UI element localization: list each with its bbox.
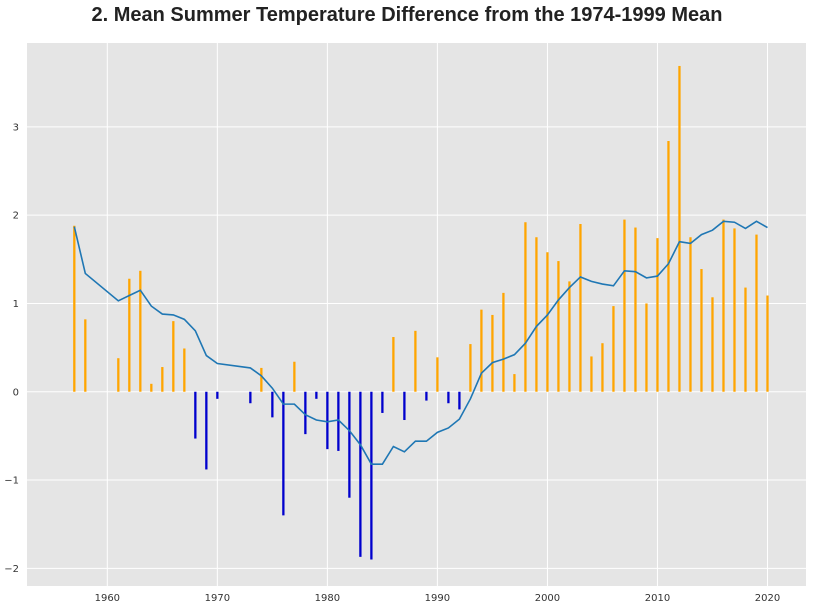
x-tick-label: 1960 bbox=[95, 593, 120, 604]
bar bbox=[414, 330, 417, 392]
bar bbox=[425, 391, 428, 401]
bar bbox=[150, 383, 153, 392]
bar bbox=[370, 391, 373, 560]
bar bbox=[216, 391, 219, 399]
x-tick-label: 2020 bbox=[755, 593, 780, 604]
bar bbox=[623, 219, 626, 392]
x-tick-label: 1970 bbox=[205, 593, 230, 604]
moving-average-line bbox=[73, 220, 768, 465]
bar bbox=[469, 344, 472, 392]
y-tick-label: −2 bbox=[4, 564, 19, 575]
bar bbox=[447, 391, 450, 404]
bar bbox=[667, 141, 670, 392]
bar bbox=[194, 391, 197, 439]
bar bbox=[315, 391, 318, 399]
bar bbox=[755, 234, 758, 392]
bar bbox=[524, 222, 527, 392]
bar bbox=[249, 391, 252, 404]
bar bbox=[304, 391, 307, 435]
bar bbox=[491, 314, 494, 392]
bar bbox=[656, 238, 659, 392]
y-tick-label: −1 bbox=[4, 476, 19, 487]
bar bbox=[733, 228, 736, 392]
bar bbox=[73, 225, 76, 392]
bar bbox=[590, 356, 593, 392]
bar bbox=[348, 391, 351, 498]
x-tick-label: 2000 bbox=[535, 593, 560, 604]
bar bbox=[84, 319, 87, 392]
bar bbox=[568, 281, 571, 392]
bar bbox=[271, 391, 274, 418]
bar bbox=[128, 278, 131, 392]
y-tick-label: 1 bbox=[13, 299, 19, 310]
bar bbox=[689, 237, 692, 392]
bar bbox=[700, 269, 703, 392]
bar bbox=[513, 374, 516, 392]
y-tick-label: 2 bbox=[13, 211, 19, 222]
chart-title: 2. Mean Summer Temperature Difference fr… bbox=[91, 4, 723, 26]
bar bbox=[535, 237, 538, 392]
bar bbox=[612, 306, 615, 392]
bar bbox=[260, 367, 263, 392]
bar bbox=[403, 391, 406, 421]
bar-series bbox=[73, 65, 769, 560]
bar bbox=[645, 303, 648, 392]
bar bbox=[293, 361, 296, 392]
bar bbox=[546, 252, 549, 392]
bar bbox=[117, 358, 120, 392]
bar bbox=[337, 391, 340, 451]
bar bbox=[766, 295, 769, 392]
x-tick-label: 1980 bbox=[315, 593, 340, 604]
bar bbox=[436, 357, 439, 392]
bar bbox=[557, 261, 560, 392]
bar bbox=[634, 227, 637, 392]
y-tick-label: 0 bbox=[13, 387, 19, 398]
bar bbox=[458, 391, 461, 410]
bar bbox=[711, 297, 714, 392]
bar bbox=[205, 391, 208, 470]
bar bbox=[282, 391, 285, 516]
bar bbox=[480, 309, 483, 392]
x-axis-ticks: 1960 1970 1980 1990 2000 2010 2020 bbox=[95, 593, 781, 604]
bar bbox=[678, 65, 681, 392]
y-axis-ticks: −2 −1 0 1 2 3 bbox=[4, 122, 19, 574]
bar bbox=[139, 270, 142, 392]
bar bbox=[326, 391, 329, 450]
bar bbox=[722, 219, 725, 392]
bar bbox=[601, 343, 604, 392]
bar bbox=[183, 348, 186, 392]
bar bbox=[359, 391, 362, 557]
bar bbox=[381, 391, 384, 413]
y-tick-label: 3 bbox=[13, 122, 19, 133]
x-tick-label: 2010 bbox=[645, 593, 670, 604]
bar bbox=[579, 224, 582, 392]
bar bbox=[161, 367, 164, 392]
plot-area bbox=[27, 43, 806, 586]
x-tick-label: 1990 bbox=[425, 593, 450, 604]
bar bbox=[744, 287, 747, 392]
bar bbox=[392, 337, 395, 392]
bar bbox=[502, 292, 505, 392]
bar bbox=[172, 321, 175, 392]
